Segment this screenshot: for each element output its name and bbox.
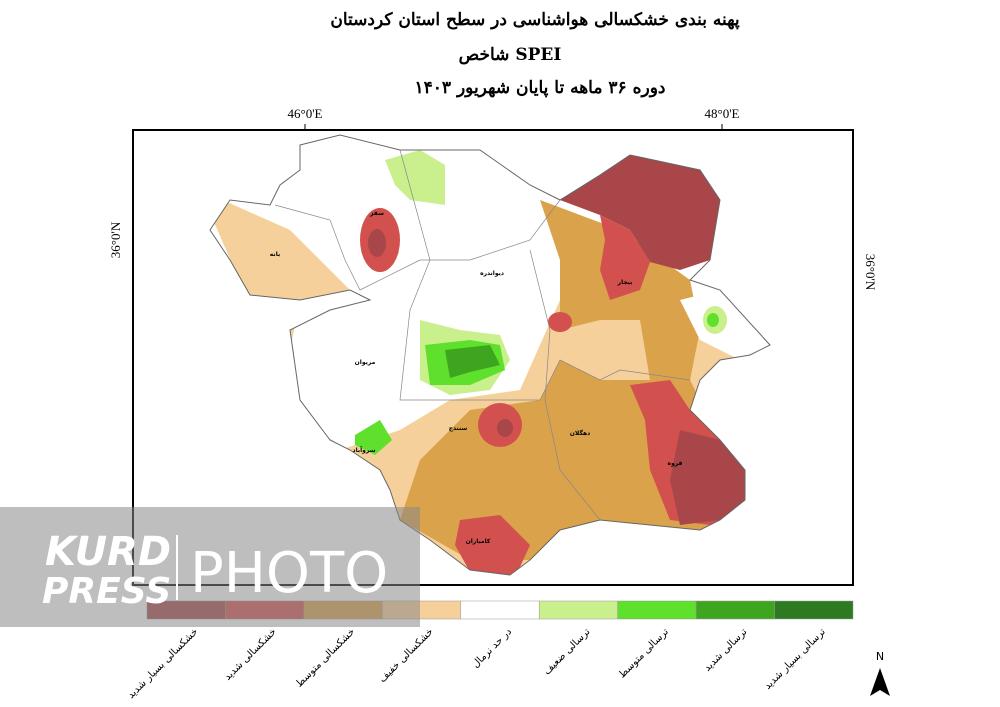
city-label: سقز [369,210,384,217]
legend-label: ترسالی بسیار شدید [762,626,828,692]
city-label: دیواندره [480,270,504,277]
city-label: کامیاران [466,538,491,545]
city-label: مریوان [355,359,376,366]
city-label: بانه [270,251,280,258]
city-label: قروه [668,460,683,467]
north-label: N [876,650,884,663]
city-label: بیجار [617,279,633,286]
lat-label: 36°0'N [863,254,878,291]
subtitle: شاخص SPEI [459,45,562,65]
watermark-band [0,507,420,627]
city-label: سنندج [449,425,468,432]
legend-label: خشکسالی خفیف [377,626,436,685]
legend-label: ترسالی شدید [702,626,749,673]
lon-label: 48°0'E [705,106,740,121]
legend-label: خشکسالی بسیار شدید [126,626,201,701]
city-labels: سقز بانه دیواندره بیجار مریوان سنندج سرو… [270,210,683,545]
legend-label: خشکسالی متوسط [294,626,357,689]
legend-label: ترسالی ضعیف [542,626,593,677]
north-arrow: N [870,650,890,696]
city-label: دهگلان [570,429,590,437]
legend-label: در حد نرمال [470,626,514,670]
city-label: سروآباد [352,445,375,454]
province-map [209,134,771,576]
legend-swatch [617,600,697,620]
period: دوره ۳۶ ماهه تا پایان شهریور ۱۴۰۳ [415,78,666,98]
lat-label: 36°0'N [108,221,123,258]
legend-swatch [774,600,854,620]
watermark: KURD PRESS PHOTO [0,507,420,627]
legend-label: ترسالی متوسط [617,626,671,680]
lon-label: 46°0'E [288,106,323,121]
legend-swatch [460,600,540,620]
watermark-text: KURD [45,529,171,575]
legend-label: خشکسالی شدید [222,626,278,682]
legend-swatch [695,600,775,620]
north-arrow-shape [870,668,890,696]
title: پهنه بندی خشکسالی هواشناسی در سطح استان … [330,10,740,30]
watermark-text: PRESS [42,571,171,612]
legend-swatch [538,600,618,620]
watermark-text: PHOTO [190,541,388,606]
